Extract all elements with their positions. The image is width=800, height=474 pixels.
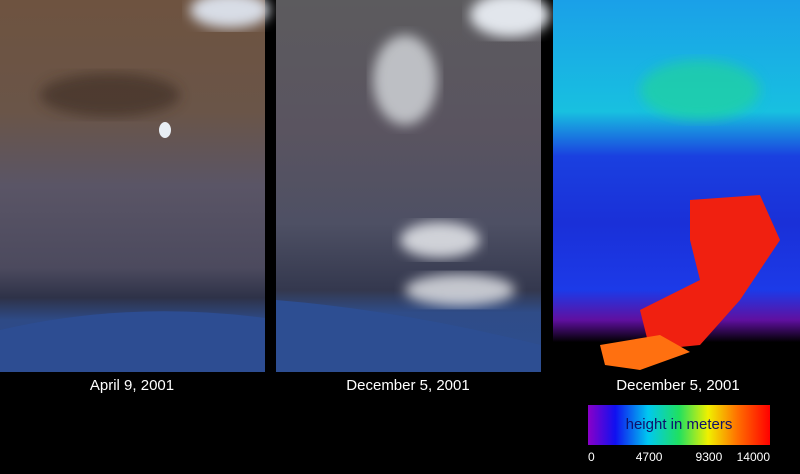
caption: April 9, 2001 bbox=[90, 377, 174, 394]
colorbar-tick-label: 9300 bbox=[696, 450, 723, 464]
colorbar: height in meters bbox=[588, 405, 770, 445]
colorbar-gradient bbox=[588, 405, 770, 445]
colorbar-label: height in meters bbox=[626, 416, 733, 433]
colorbar-tick-label: 14000 bbox=[737, 450, 771, 464]
colorbar-tick-label: 4700 bbox=[636, 450, 663, 464]
caption: December 5, 2001 bbox=[346, 377, 469, 394]
panel-december-visible bbox=[276, 0, 550, 372]
panel-april bbox=[0, 0, 270, 372]
caption: December 5, 2001 bbox=[616, 377, 739, 394]
colorbar-tick-label: 0 bbox=[588, 450, 595, 464]
panel-height-map bbox=[553, 0, 800, 372]
